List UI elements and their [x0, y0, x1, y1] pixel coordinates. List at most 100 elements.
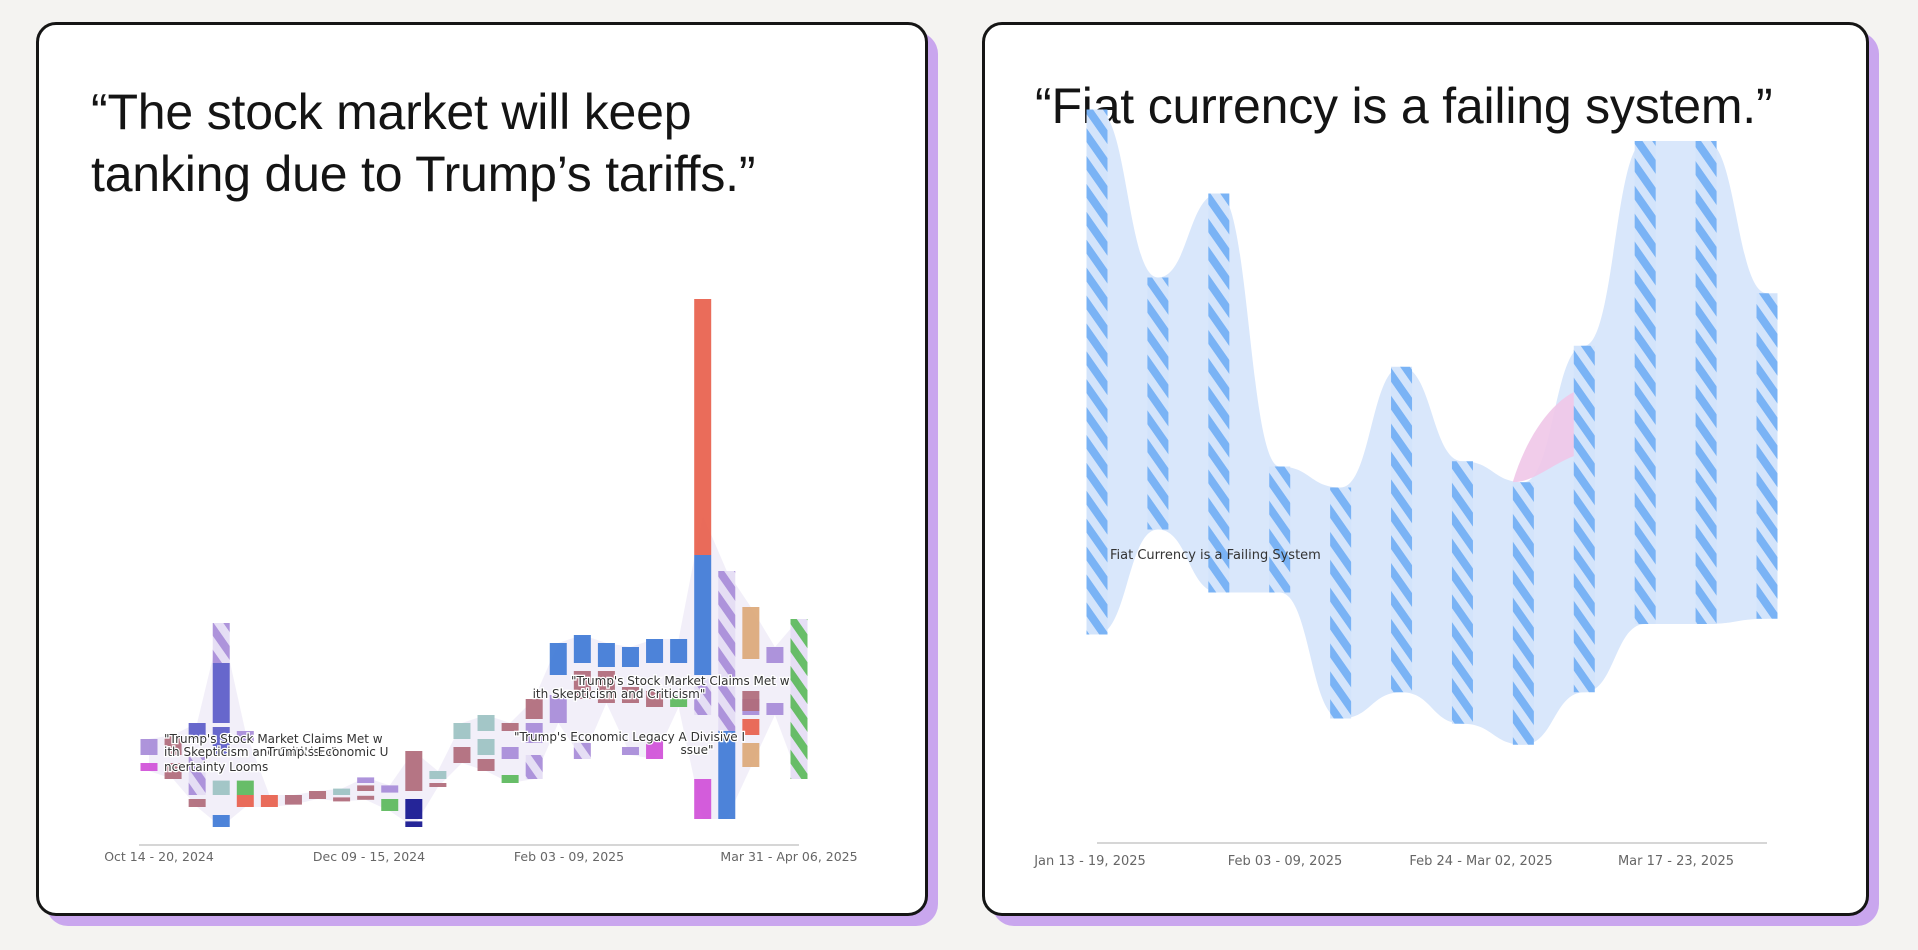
bar-50: [621, 747, 639, 755]
bar-4: [188, 723, 206, 739]
series-label: Fiat Currency is a Failing System: [1110, 548, 1321, 563]
bar-55: [670, 695, 688, 707]
bar-46: [597, 671, 615, 703]
bar-23: [381, 799, 399, 811]
x-tick-label: Mar 31 - Apr 06, 2025: [720, 849, 857, 864]
bar-4: [1330, 487, 1352, 719]
annotation-label: ssue": [680, 743, 713, 757]
bar-11: [1756, 293, 1778, 619]
bar-18: [333, 788, 351, 795]
quote-card-stock-market: “The stock market will keep tanking due …: [36, 22, 928, 916]
annotation-label: ith Skepticism and Criticism": [164, 745, 337, 759]
bar-9: [212, 727, 230, 755]
annotation-label: "Trump's Stock Market Claims Met w: [571, 674, 790, 688]
bar-35: [501, 723, 519, 731]
bar-2: [164, 735, 182, 755]
bar-25: [405, 799, 423, 819]
bar-12: [236, 731, 254, 743]
bar-1: [140, 763, 158, 771]
bar-27: [405, 751, 423, 791]
bar-3: [1269, 466, 1291, 593]
bar-57: [694, 779, 712, 819]
bar-7: [212, 780, 230, 795]
bar-56: [694, 679, 712, 715]
annotation-label: "Trump's Economic Legacy A Divisive I: [514, 730, 745, 744]
annotation-label: Trump's Economic U: [266, 745, 388, 759]
quote-line-1: “The stock market will keep: [91, 84, 692, 140]
bar-3: [164, 763, 182, 779]
x-tick-label: Feb 24 - Mar 02, 2025: [1409, 854, 1552, 869]
bar-2: [1208, 193, 1230, 593]
bar-54: [670, 639, 688, 663]
bar-15: [260, 795, 278, 807]
bar-1: [1147, 277, 1169, 530]
bar-19: [333, 797, 351, 802]
bar-68: [766, 647, 784, 663]
x-tick-label: Jan 13 - 19, 2025: [1033, 854, 1146, 869]
bar-14: [236, 780, 254, 795]
bar-53: [646, 639, 664, 663]
bar-65: [742, 691, 760, 711]
bar-41: [549, 695, 567, 723]
annotation-label: "Trump's Stock Market Claims Met w: [164, 732, 383, 746]
bar-45: [573, 743, 591, 759]
bar-44: [573, 635, 591, 663]
bar-49: [621, 647, 639, 667]
bar-24: [381, 785, 399, 793]
bar-22: [357, 795, 375, 800]
bar-6: [1451, 461, 1473, 724]
bar-5: [1391, 366, 1413, 693]
bar-10: [212, 663, 230, 723]
bar-51: [646, 739, 664, 759]
bar-39: [525, 723, 543, 743]
bar-11: [212, 623, 230, 663]
bar-10: [1695, 141, 1717, 624]
bar-13: [236, 795, 254, 807]
annotation-label: ith Skepticism and Criticism": [533, 687, 706, 701]
bar-28: [429, 771, 447, 779]
bar-26: [405, 821, 423, 827]
bar-8: [1573, 345, 1595, 693]
bar-63: [742, 743, 760, 767]
bar-58: [694, 555, 712, 675]
quote-line-2: tanking due to Trump’s tariffs.”: [91, 146, 756, 202]
bar-21: [357, 785, 375, 791]
bar-29: [429, 783, 447, 787]
bar-9: [1634, 141, 1656, 624]
bar-7: [1512, 482, 1534, 745]
stream-band: [1097, 109, 1767, 745]
bar-40: [525, 755, 543, 779]
bar-20: [357, 777, 375, 783]
stream-chart: Fiat Currency is a Failing System Jan 13 …: [1033, 109, 1778, 869]
bar-17: [309, 791, 327, 799]
bar-33: [477, 739, 495, 755]
x-tick-label: Oct 14 - 20, 2024: [104, 849, 214, 864]
annotation-label: ncertainty Looms: [164, 760, 268, 774]
bar-30: [453, 747, 471, 763]
bar-38: [525, 699, 543, 719]
bar-64: [742, 719, 760, 735]
bar-66: [742, 607, 760, 659]
bar-67: [766, 703, 784, 715]
bar-60: [718, 731, 736, 819]
bar-43: [573, 671, 591, 699]
bar-32: [477, 715, 495, 731]
stream-chart: Oct 14 - 20, 2024 Dec 09 - 15, 2024 Feb 03…: [104, 299, 858, 864]
quote-card-fiat-currency: “Fiat currency is a failing system.” Fia…: [982, 22, 1869, 916]
bar-16: [284, 795, 302, 805]
bar-8: [212, 815, 230, 827]
bar-34: [477, 759, 495, 771]
bar-36: [501, 747, 519, 759]
x-tick-label: Feb 03 - 09, 2025: [1228, 854, 1343, 869]
bar-5: [188, 755, 206, 795]
bar-52: [646, 691, 664, 707]
bar-37: [501, 775, 519, 783]
bar-6: [188, 799, 206, 807]
x-tick-label: Feb 03 - 09, 2025: [514, 849, 624, 864]
minor-series-band: [1512, 387, 1588, 483]
x-tick-label: Dec 09 - 15, 2024: [313, 849, 425, 864]
bar-0: [140, 739, 158, 755]
bar-61: [718, 571, 736, 731]
x-tick-label: Mar 17 - 23, 2025: [1618, 854, 1734, 869]
bar-69: [790, 619, 808, 779]
